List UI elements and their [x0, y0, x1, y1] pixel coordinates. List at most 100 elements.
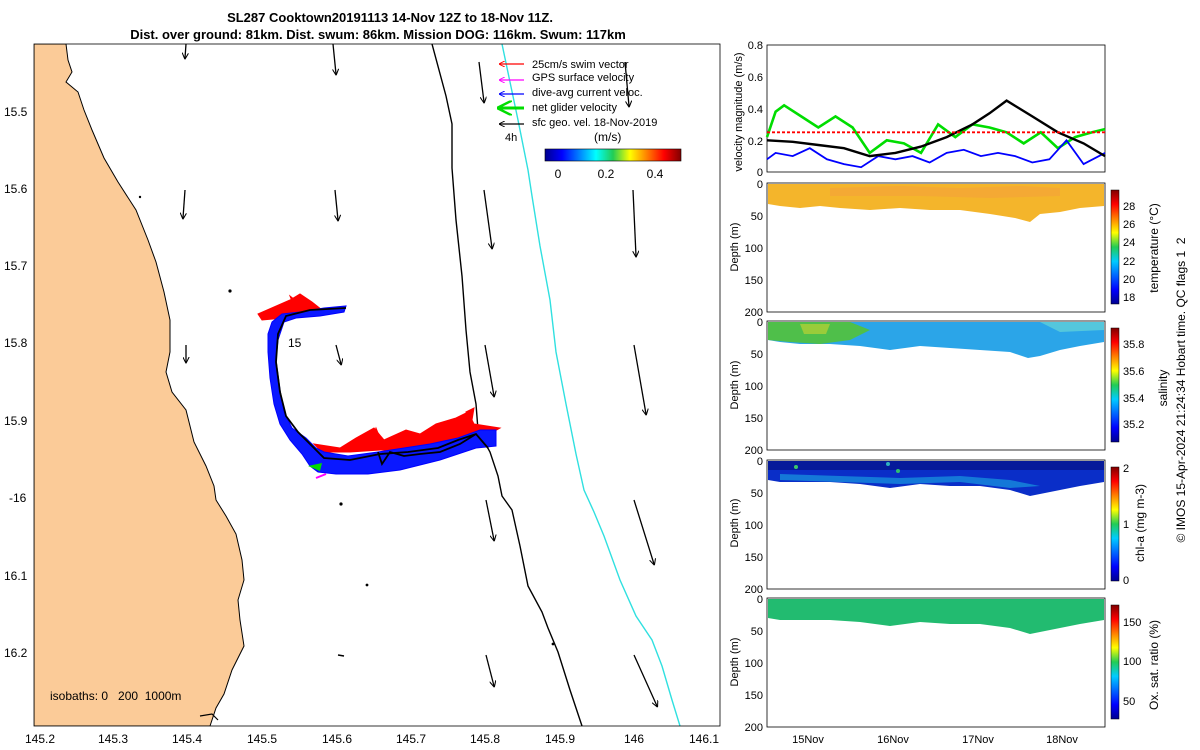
velocity-panel: 0.8 0.6 0.4 0.2 0 velocity magnitude (m/… [733, 40, 1106, 179]
colorbar-tick: 0.4 [647, 167, 664, 181]
salinity-cblabel: salinity [1156, 370, 1170, 407]
colorbar-tick: 0 [555, 167, 562, 181]
island-marker [199, 713, 219, 721]
island-marker [339, 502, 343, 506]
map-xtick: 146 [624, 732, 644, 746]
depth-tick: 50 [751, 349, 763, 361]
geo-arrow [483, 189, 492, 248]
geo-arrow [485, 499, 494, 540]
glider-track [275, 307, 489, 467]
coastline-land [34, 44, 245, 726]
isobath-200m [431, 44, 583, 726]
copyright-note: © IMOS 15-Apr-2024 21:24:34 Hobart time.… [1174, 237, 1188, 542]
velocity-series-dive-avg-current [766, 138, 1106, 169]
temperature-ylabel: Depth (m) [729, 223, 741, 272]
island-marker [228, 289, 232, 293]
cbtick: 22 [1123, 256, 1135, 268]
swim-vector-cluster [288, 294, 301, 314]
chla-depth-ticks: 0 50 100 150 200 [745, 456, 763, 596]
map-xtick: 146.1 [689, 732, 719, 746]
cbtick: 35.2 [1123, 419, 1144, 431]
salinity-ylabel: Depth (m) [729, 361, 741, 410]
depth-tick: 100 [745, 658, 763, 670]
chla-point [896, 469, 900, 473]
depth-tick: 200 [745, 445, 763, 457]
temperature-warm-patch [830, 186, 1060, 198]
chla-cblabel: chl-a (mg m-3) [1133, 484, 1147, 562]
gps-velocity-mark [315, 473, 327, 479]
chla-max-layer [780, 474, 1040, 488]
isobaths-note: isobaths: 0 200 1000m [50, 689, 181, 703]
map-xtick: 145.2 [25, 732, 55, 746]
depth-tick: 50 [751, 211, 763, 223]
chla-section: 0 1 2 chl-a (mg m-3) Depth (m) 0 50 100 … [729, 456, 1147, 596]
salinity-patch [1040, 322, 1104, 332]
island-marker [551, 642, 555, 646]
time-tick: 16Nov [877, 734, 909, 746]
map-xtick: 145.3 [98, 732, 128, 746]
legend-label-current: dive-avg current veloc. [532, 87, 643, 99]
current-vectors [267, 305, 497, 475]
depth-tick: 150 [745, 413, 763, 425]
geo-arrow [185, 44, 186, 58]
velocity-yticks: 0.8 0.6 0.4 0.2 0 [748, 40, 763, 179]
temperature-cblabel: temperature (°C) [1147, 203, 1161, 293]
geo-arrow [632, 189, 636, 256]
velocity-series-net-glider-velocity [765, 103, 1106, 155]
oxygen-depth-ticks: 0 50 100 150 200 [745, 594, 763, 734]
cbtick: 26 [1123, 219, 1135, 231]
map-ytick: -16 [9, 491, 27, 505]
cbtick: 2 [1123, 463, 1129, 475]
cbtick: 150 [1123, 617, 1141, 629]
cbtick: 0 [1123, 575, 1129, 587]
velocity-lines [765, 99, 1106, 169]
geo-arrow [333, 44, 336, 74]
cbtick: 24 [1123, 237, 1135, 249]
legend-label-gps: GPS surface velocity [532, 72, 635, 84]
salinity-colorbar [1110, 327, 1120, 443]
vel-ytick: 0 [757, 167, 763, 179]
cbtick: 35.8 [1123, 339, 1144, 351]
depth-tick: 150 [745, 690, 763, 702]
swim-vector-cluster [369, 426, 385, 449]
depth-tick: 200 [745, 584, 763, 596]
current-vector-cluster [267, 305, 497, 475]
legend-hour-label: 4h [505, 132, 517, 144]
temperature-section: 18 20 22 24 26 28 temperature (°C) Depth… [729, 179, 1161, 319]
temperature-colorbar [1110, 189, 1120, 305]
depth-tick: 50 [751, 488, 763, 500]
cbtick: 18 [1123, 292, 1135, 304]
cbtick: 35.4 [1123, 393, 1144, 405]
map-xticks: 145.2 145.3 145.4 145.5 145.6 145.7 145.… [25, 732, 719, 746]
time-tick: 17Nov [962, 734, 994, 746]
map-ytick: 15.8 [4, 336, 28, 350]
velocity-axes [766, 44, 1106, 173]
chla-ylabel: Depth (m) [729, 499, 741, 548]
salinity-section: 35.2 35.4 35.6 35.8 salinity Depth (m) 0… [729, 317, 1170, 457]
map-yticks: 15.5 15.6 15.7 15.8 15.9 -16 16.1 16.2 [4, 105, 28, 660]
map-ytick: 16.1 [4, 569, 28, 583]
chla-surface-band [768, 461, 1104, 470]
vel-ytick: 0.2 [748, 136, 763, 148]
time-tick: 18Nov [1046, 734, 1078, 746]
island-marker [365, 583, 369, 587]
temperature-depth-ticks: 0 50 100 150 200 [745, 179, 763, 319]
chla-point [886, 462, 890, 466]
depth-tick: 150 [745, 552, 763, 564]
vel-ytick: 0.8 [748, 40, 763, 52]
legend-label-geo: sfc geo. vel. 18-Nov-2019 [532, 117, 657, 129]
salinity-depth-ticks: 0 50 100 150 200 [745, 317, 763, 457]
geo-arrow [335, 344, 341, 364]
island-marker [138, 195, 142, 199]
map-xtick: 145.5 [247, 732, 277, 746]
depth-tick: 50 [751, 626, 763, 638]
depth-tick: 200 [745, 307, 763, 319]
map-xtick: 145.8 [470, 732, 500, 746]
vel-ytick: 0.4 [748, 104, 763, 116]
time-tick: 15Nov [792, 734, 824, 746]
cbtick: 28 [1123, 201, 1135, 213]
isobath-1000m [501, 44, 681, 726]
map-legend: 25cm/s swim vector GPS surface velocity … [500, 59, 682, 181]
map-ytick: 15.9 [4, 414, 28, 428]
